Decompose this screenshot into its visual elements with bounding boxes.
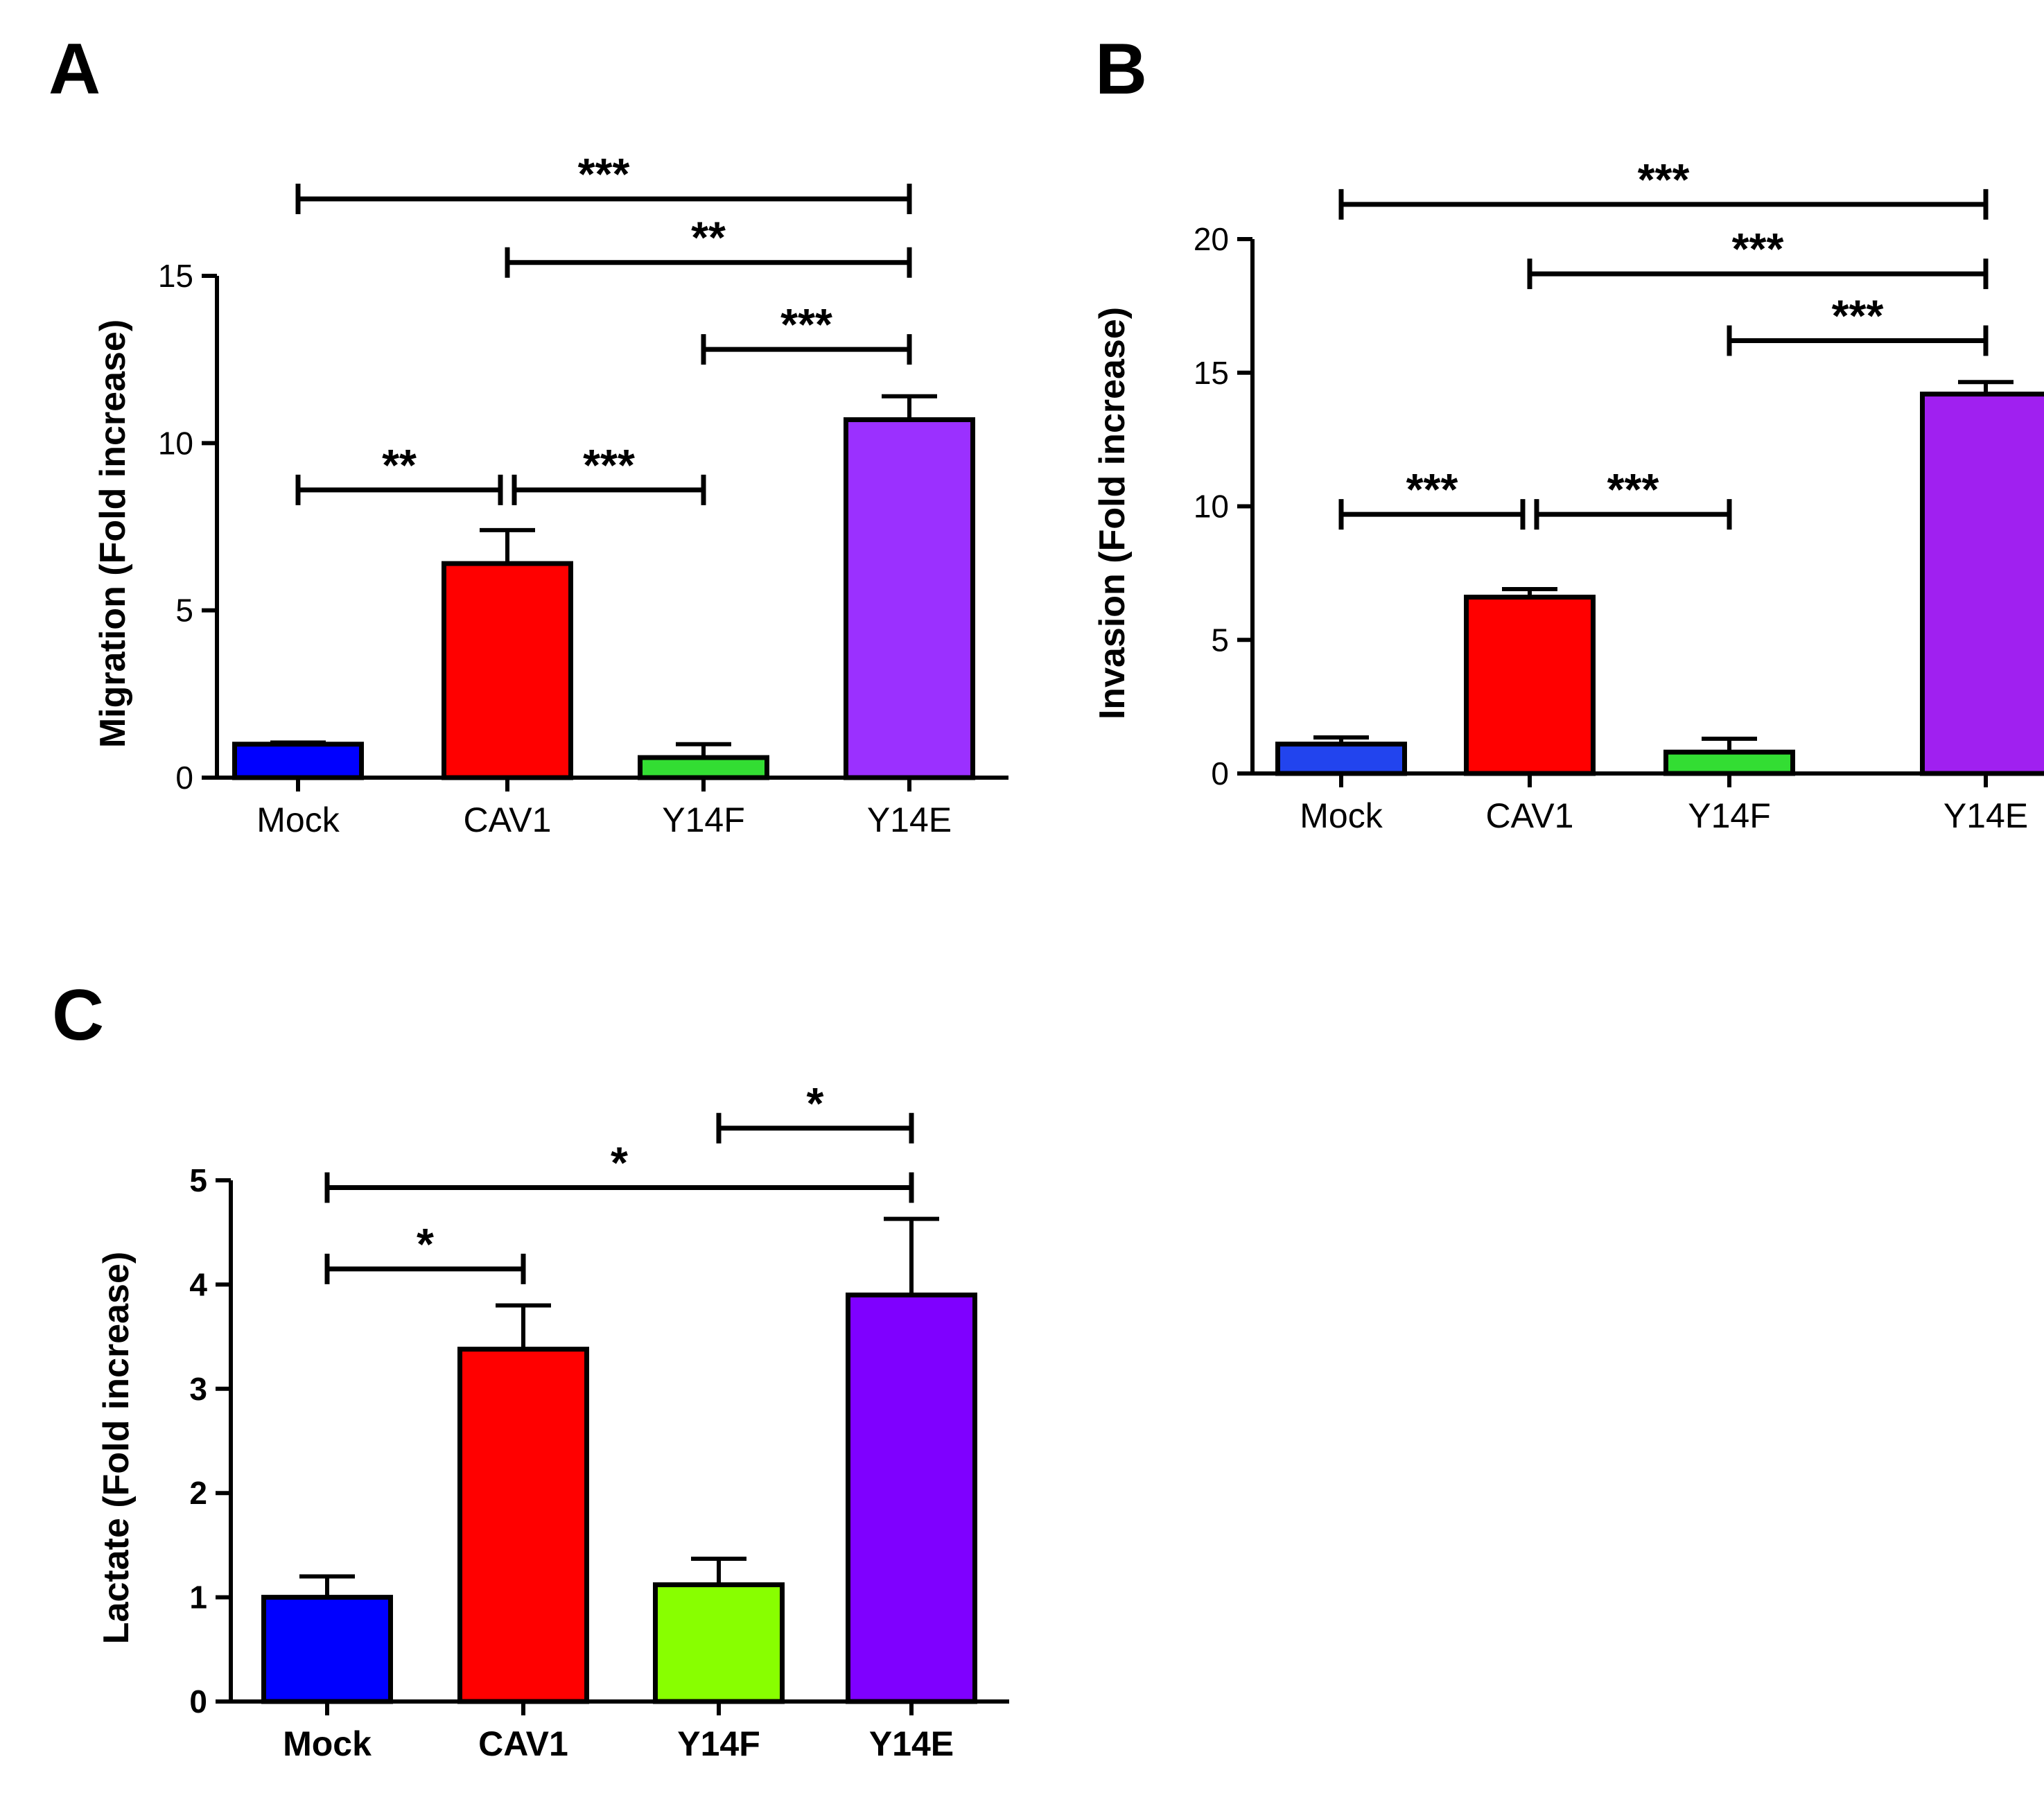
panel-b-significance-label: *** — [1832, 290, 1884, 340]
panel-b-bar-mock — [1275, 742, 1407, 776]
panel-a-ytick-label: 5 — [175, 593, 193, 629]
panel-b-significance-label: *** — [1638, 155, 1690, 204]
panel-b-ytick-label: 5 — [1211, 622, 1229, 658]
panel-c-bar-y14e — [846, 1292, 977, 1704]
panel-b-significance-label: *** — [1732, 224, 1784, 274]
panel-a-significance-label: ** — [382, 440, 417, 490]
panel-a-y-axis-title: Migration (Fold increase) — [93, 320, 133, 748]
panel-b-letter: B — [1095, 29, 1147, 110]
panel-c-category-label: Mock — [283, 1724, 372, 1763]
panel-b-y-axis-title: Invasion (Fold increase) — [1092, 307, 1133, 719]
panel-c-ytick-label: 2 — [189, 1475, 207, 1511]
panel-b-bar-cav1 — [1464, 595, 1596, 776]
panel-a-bar-y14e — [844, 417, 975, 780]
panel-a-category-label: Y14F — [662, 801, 745, 839]
panel-b-significance-label: *** — [1607, 464, 1659, 514]
panel-c-ytick-label: 3 — [189, 1371, 207, 1407]
panel-b-ytick-label: 15 — [1194, 355, 1229, 391]
panel-c-letter: C — [52, 975, 104, 1056]
panel-b-significance-label: *** — [1406, 464, 1458, 514]
panel-c-category-label: Y14F — [677, 1724, 760, 1763]
panel-a-category-label: Mock — [256, 801, 340, 839]
panel-c-significance-label: * — [417, 1219, 434, 1269]
panel-c-ytick-label: 4 — [189, 1266, 207, 1302]
panel-c-significance-label: * — [611, 1138, 628, 1188]
panel-b-category-label: Mock — [1300, 796, 1383, 835]
panel-c-bar-y14f — [653, 1582, 785, 1704]
panel-c-ytick-label: 5 — [189, 1162, 207, 1198]
panel-c-significance-label: * — [807, 1078, 824, 1128]
panel-a-significance-label: *** — [583, 440, 635, 490]
panel-b-ytick-label: 10 — [1194, 489, 1229, 525]
panel-a-ytick-label: 15 — [158, 258, 193, 294]
panel-b-bar-y14f — [1663, 749, 1795, 776]
panel-b-ytick-label: 0 — [1211, 755, 1229, 791]
panel-a-bar-y14f — [638, 755, 769, 780]
panel-a-significance-label: *** — [578, 149, 630, 199]
panel-b-category-label: Y14F — [1688, 796, 1771, 835]
panel-c-y-axis-title: Lactate (Fold increase) — [96, 1252, 137, 1644]
panel-a-ytick-label: 10 — [158, 425, 193, 461]
panel-c-ytick-label: 0 — [189, 1683, 207, 1720]
panel-c-category-label: CAV1 — [478, 1724, 568, 1763]
panel-c-bar-mock — [261, 1595, 393, 1704]
panel-b-bar-y14e — [1920, 392, 2044, 776]
panel-c-ytick-label: 1 — [189, 1580, 207, 1616]
panel-a-letter: A — [49, 29, 101, 110]
panel-c: C Lactate (Fold increase) 0 1 2 3 4 5 Mock CAV1… — [52, 975, 1009, 1763]
panel-a-bar-mock — [232, 742, 364, 780]
panel-b-category-label: Y14E — [1943, 796, 2028, 835]
panel-a: A Migration (Fold increase) 0 5 10 15 Mock CA… — [49, 29, 1008, 839]
panel-a-category-label: Y14E — [867, 801, 952, 839]
panel-a-bar-cav1 — [442, 561, 573, 780]
panel-a-significance-label: ** — [691, 213, 726, 263]
panel-b: B Invasion (Fold increase) 0 5 10 15 20 Mock C… — [1092, 29, 2044, 835]
panel-c-bar-cav1 — [457, 1347, 589, 1704]
panel-a-ytick-label: 0 — [175, 760, 193, 796]
panel-c-category-label: Y14E — [869, 1724, 954, 1763]
panel-a-significance-label: *** — [780, 299, 832, 349]
panel-b-ytick-label: 20 — [1194, 221, 1229, 257]
panel-b-category-label: CAV1 — [1486, 796, 1574, 835]
panel-a-category-label: CAV1 — [464, 801, 552, 839]
